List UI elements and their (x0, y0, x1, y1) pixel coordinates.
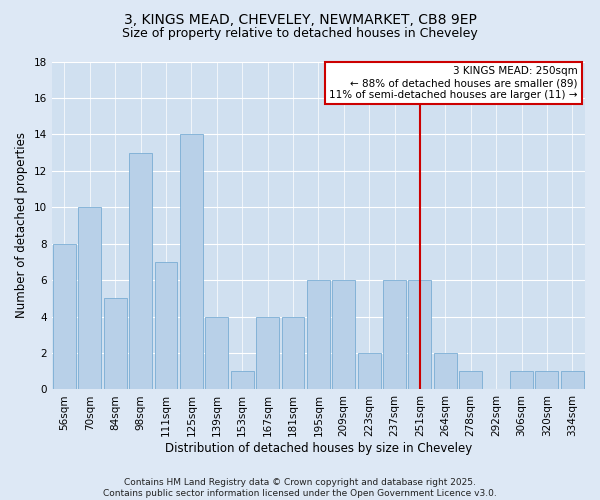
Text: Size of property relative to detached houses in Cheveley: Size of property relative to detached ho… (122, 28, 478, 40)
Bar (358, 353, 380, 390)
Bar (535, 371, 559, 390)
Bar (561, 371, 584, 390)
Text: 3, KINGS MEAD, CHEVELEY, NEWMARKET, CB8 9EP: 3, KINGS MEAD, CHEVELEY, NEWMARKET, CB8 … (124, 12, 476, 26)
Bar (180, 134, 203, 390)
Bar (231, 371, 254, 390)
Text: 3 KINGS MEAD: 250sqm
← 88% of detached houses are smaller (89)
11% of semi-detac: 3 KINGS MEAD: 250sqm ← 88% of detached h… (329, 66, 577, 100)
Bar (434, 353, 457, 390)
Bar (281, 316, 304, 390)
Bar (332, 280, 355, 390)
Bar (510, 371, 533, 390)
Bar (104, 298, 127, 390)
X-axis label: Distribution of detached houses by size in Cheveley: Distribution of detached houses by size … (165, 442, 472, 455)
Bar (409, 280, 431, 390)
Bar (53, 244, 76, 390)
Bar (205, 316, 228, 390)
Text: Contains HM Land Registry data © Crown copyright and database right 2025.
Contai: Contains HM Land Registry data © Crown c… (103, 478, 497, 498)
Bar (129, 152, 152, 390)
Bar (256, 316, 279, 390)
Bar (307, 280, 330, 390)
Bar (383, 280, 406, 390)
Bar (79, 208, 101, 390)
Y-axis label: Number of detached properties: Number of detached properties (15, 132, 28, 318)
Bar (155, 262, 178, 390)
Bar (459, 371, 482, 390)
